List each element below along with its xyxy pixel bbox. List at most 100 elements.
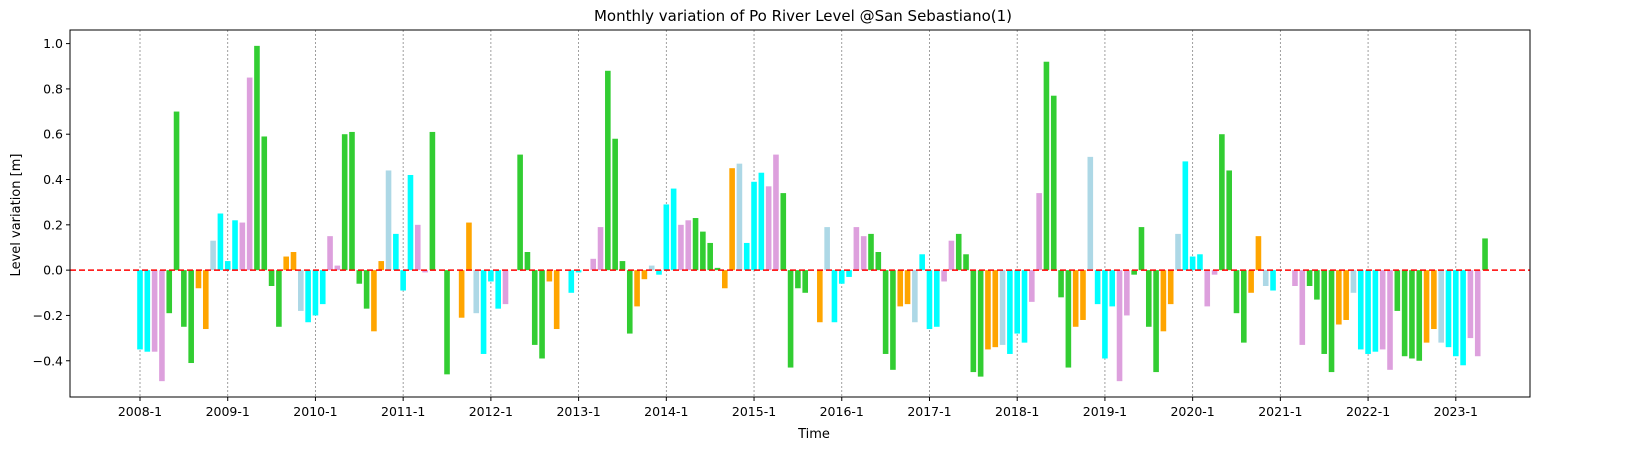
y-tick-label: 0.0 xyxy=(43,263,63,278)
bar xyxy=(1438,270,1444,343)
bar xyxy=(341,134,348,271)
bar xyxy=(1365,270,1371,354)
bar xyxy=(393,233,399,271)
bar xyxy=(868,233,874,271)
bar xyxy=(232,220,238,271)
x-tick-label: 2021-1 xyxy=(1258,404,1302,419)
bar xyxy=(254,45,260,271)
bar xyxy=(678,224,684,271)
x-tick-label: 2018-1 xyxy=(995,404,1039,419)
bars xyxy=(137,45,1488,382)
bar xyxy=(173,111,180,271)
bar xyxy=(743,242,750,271)
bar xyxy=(700,231,706,271)
x-tick-label: 2022-1 xyxy=(1346,404,1390,419)
bar xyxy=(1014,270,1020,334)
x-axis-label: Time xyxy=(797,427,830,442)
bar xyxy=(751,181,757,271)
bar xyxy=(824,227,830,271)
bar xyxy=(919,254,925,271)
bar xyxy=(846,270,852,277)
bar xyxy=(1306,270,1313,286)
bar xyxy=(897,270,904,307)
bar xyxy=(670,188,677,271)
bar xyxy=(612,138,618,271)
bar xyxy=(1460,270,1466,366)
x-tick-label: 2017-1 xyxy=(907,404,951,419)
bar xyxy=(1197,254,1203,271)
bar xyxy=(765,186,772,271)
bar xyxy=(1379,270,1386,350)
y-tick-label: 0.6 xyxy=(43,127,63,142)
bar xyxy=(941,270,947,282)
bar xyxy=(1474,270,1481,357)
x-tick-label: 2012-1 xyxy=(469,404,513,419)
bar xyxy=(890,270,896,370)
y-axis-label: Level variation [m] xyxy=(9,154,24,277)
x-tick-label: 2014-1 xyxy=(644,404,688,419)
bar xyxy=(1482,238,1488,271)
x-tick-label: 2015-1 xyxy=(732,404,776,419)
bar xyxy=(1336,270,1342,325)
bar xyxy=(188,270,194,364)
bar xyxy=(480,270,487,354)
bar xyxy=(1262,270,1269,286)
bar xyxy=(860,236,867,271)
x-tick-label: 2009-1 xyxy=(206,404,250,419)
bar xyxy=(283,256,289,271)
bar xyxy=(1350,270,1357,293)
bar xyxy=(502,270,509,305)
bar xyxy=(1080,270,1086,320)
bar xyxy=(1145,270,1152,327)
bar xyxy=(239,222,246,271)
bar xyxy=(1050,95,1057,271)
bar xyxy=(1109,270,1116,307)
bar xyxy=(166,270,173,314)
bar xyxy=(531,270,538,345)
bar xyxy=(466,222,472,271)
bar xyxy=(1270,270,1276,291)
bar xyxy=(1043,61,1050,271)
bar xyxy=(1065,270,1072,368)
bar xyxy=(1299,270,1306,345)
bar xyxy=(224,261,231,271)
bar xyxy=(1036,193,1042,271)
bar xyxy=(261,136,268,271)
bar xyxy=(1182,161,1189,271)
bar xyxy=(305,270,311,323)
bar xyxy=(1328,270,1335,373)
bar xyxy=(1029,270,1035,302)
bar xyxy=(458,270,465,318)
bar xyxy=(758,172,765,271)
bar xyxy=(1394,270,1401,311)
x-tick-label: 2011-1 xyxy=(381,404,425,419)
bar xyxy=(970,270,977,373)
y-tick-label: 0.2 xyxy=(43,217,63,232)
bar xyxy=(210,240,216,271)
bar xyxy=(838,270,845,284)
bar xyxy=(290,252,297,271)
bar xyxy=(736,163,743,271)
bar xyxy=(568,270,575,293)
bar xyxy=(977,270,984,377)
bar xyxy=(853,227,860,271)
x-tick-label: 2023-1 xyxy=(1434,404,1478,419)
bar xyxy=(246,77,253,271)
x-tick-label: 2016-1 xyxy=(820,404,864,419)
bar xyxy=(1087,156,1094,271)
bar xyxy=(1211,270,1218,275)
bar xyxy=(875,252,882,271)
bar xyxy=(685,220,692,271)
bar xyxy=(1233,270,1240,314)
bar xyxy=(1058,270,1064,298)
bar xyxy=(1072,270,1079,327)
bar xyxy=(1138,227,1145,271)
bar xyxy=(1167,270,1174,305)
bar xyxy=(692,218,699,271)
bar xyxy=(1423,270,1430,343)
bar xyxy=(1453,270,1459,357)
bar xyxy=(268,270,275,286)
bar xyxy=(429,131,436,271)
bar xyxy=(1094,270,1101,305)
